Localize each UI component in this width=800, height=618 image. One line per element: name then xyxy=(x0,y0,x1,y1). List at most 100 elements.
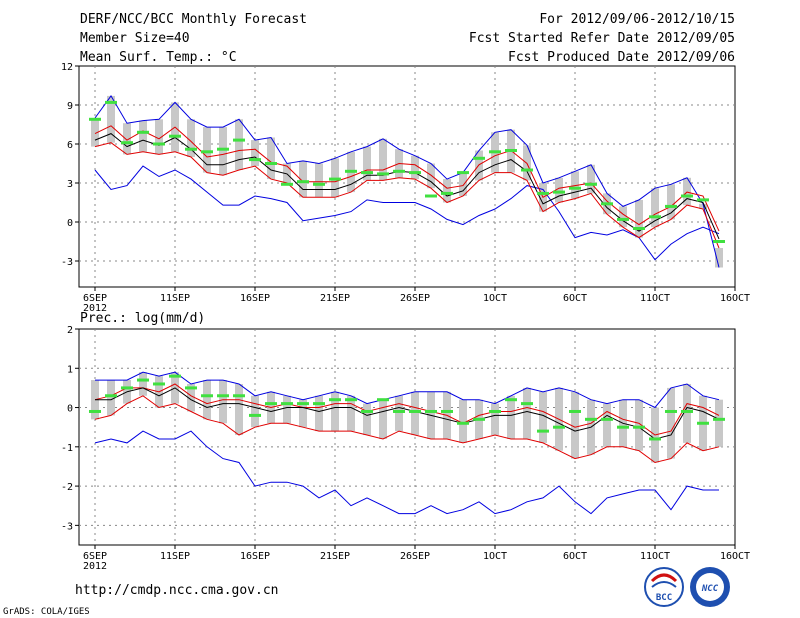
mean-marker xyxy=(137,130,149,134)
member-size-label: Member Size=40 xyxy=(80,31,190,46)
mean-marker xyxy=(185,147,197,151)
spread-box xyxy=(459,399,467,443)
median-line xyxy=(94,133,720,240)
mean-marker xyxy=(249,158,261,162)
x-tick-label: 6OCT xyxy=(563,293,587,304)
mean-marker xyxy=(377,398,389,402)
y-tick-label: -3 xyxy=(61,521,73,532)
spread-box xyxy=(203,127,211,173)
y-tick-label: 3 xyxy=(67,179,73,190)
x-year-label: 2012 xyxy=(83,561,107,572)
spread-box xyxy=(187,383,195,412)
mean-marker xyxy=(617,217,629,221)
x-tick-label: 21SEP xyxy=(320,551,350,562)
spread-box xyxy=(443,179,451,203)
x-tick-label: 16SEP xyxy=(240,293,270,304)
spread-box xyxy=(363,146,371,181)
mean-marker xyxy=(393,169,405,173)
mean-marker xyxy=(617,425,629,429)
mean-marker xyxy=(633,425,645,429)
mean-marker xyxy=(137,378,149,382)
x-tick-label: 6SEP xyxy=(83,551,107,562)
x-tick-label: 16OCT xyxy=(720,293,750,304)
mean-marker xyxy=(345,398,357,402)
mean-marker xyxy=(329,177,341,181)
bcc-logo: BCC xyxy=(644,567,684,607)
x-tick-label: 16OCT xyxy=(720,551,750,562)
x-tick-label: 1OCT xyxy=(483,293,507,304)
spread-box xyxy=(651,188,659,228)
mean-marker xyxy=(377,172,389,176)
spread-box xyxy=(299,399,307,428)
mean-marker xyxy=(233,394,245,398)
spread-box xyxy=(379,138,387,181)
mean-marker xyxy=(457,421,469,425)
mean-marker xyxy=(345,169,357,173)
spread-box xyxy=(667,184,675,220)
mean-marker xyxy=(665,409,677,413)
spread-box xyxy=(523,387,531,439)
median-line xyxy=(95,387,720,440)
temperature-chart: -3 0 3 6 9 12 6SEP 11SEP 16SEP 21SEP 26SEP 1OCT 6OCT… xyxy=(61,62,750,314)
inner-line-high xyxy=(94,383,720,436)
plot-frame xyxy=(78,328,736,546)
mean-marker xyxy=(409,409,421,413)
mean-marker xyxy=(713,240,725,243)
grads-credit: GrADS: COLA/IGES xyxy=(3,607,90,617)
mean-marker xyxy=(105,394,117,398)
y-tick-label: 9 xyxy=(67,101,73,112)
mean-marker xyxy=(649,437,661,441)
spread-box xyxy=(139,372,147,396)
spread-box xyxy=(715,399,723,447)
mean-marker xyxy=(521,168,533,172)
mean-marker xyxy=(153,142,165,146)
spread-box xyxy=(715,248,723,268)
mean-marker xyxy=(393,409,405,413)
spread-box xyxy=(123,123,131,155)
spread-box xyxy=(235,383,243,436)
outer-line-low xyxy=(94,165,720,261)
outer-line-high xyxy=(95,371,720,409)
y-tick-label: 6 xyxy=(67,140,73,151)
mean-marker xyxy=(441,191,453,195)
x-tick-label: 11OCT xyxy=(640,551,670,562)
spread-box xyxy=(235,119,243,170)
mean-marker xyxy=(217,147,229,151)
mean-marker xyxy=(121,386,133,390)
mean-marker xyxy=(89,117,101,121)
outer-line-low xyxy=(94,430,719,515)
panel1-title: Mean Surf. Temp.: °C xyxy=(80,50,237,65)
y-tick-label: 1 xyxy=(67,364,73,375)
mean-marker xyxy=(585,417,597,421)
x-tick-label: 11SEP xyxy=(160,293,190,304)
mean-marker xyxy=(505,149,517,152)
spread-box xyxy=(667,387,675,459)
forecast-period: For 2012/09/06-2012/10/15 xyxy=(539,12,735,27)
mean-marker xyxy=(361,171,373,175)
y-tick-label: -1 xyxy=(61,443,73,454)
spread-box xyxy=(203,380,211,420)
mean-marker xyxy=(281,402,293,406)
mean-marker xyxy=(681,409,693,413)
inner-line-low xyxy=(94,142,720,249)
spread-box xyxy=(507,395,515,439)
y-tick-label: 12 xyxy=(61,62,73,73)
mean-marker xyxy=(521,402,533,406)
x-tick-label: 1OCT xyxy=(483,551,507,562)
mean-marker xyxy=(169,134,181,138)
mean-marker xyxy=(217,394,229,398)
mean-marker xyxy=(313,182,325,186)
spread-box xyxy=(571,171,579,199)
x-tick-label: 26SEP xyxy=(400,293,430,304)
spread-box xyxy=(251,140,259,167)
inner-line-high xyxy=(94,125,720,232)
mean-marker xyxy=(601,202,613,206)
mean-marker xyxy=(281,182,293,186)
bcc-logo-text: BCC xyxy=(656,593,672,603)
spread-box xyxy=(267,137,275,180)
spread-box xyxy=(139,120,147,152)
panel2-title: Prec.: log(mm/d) xyxy=(80,311,205,326)
mean-marker xyxy=(585,182,597,186)
mean-marker xyxy=(361,409,373,413)
